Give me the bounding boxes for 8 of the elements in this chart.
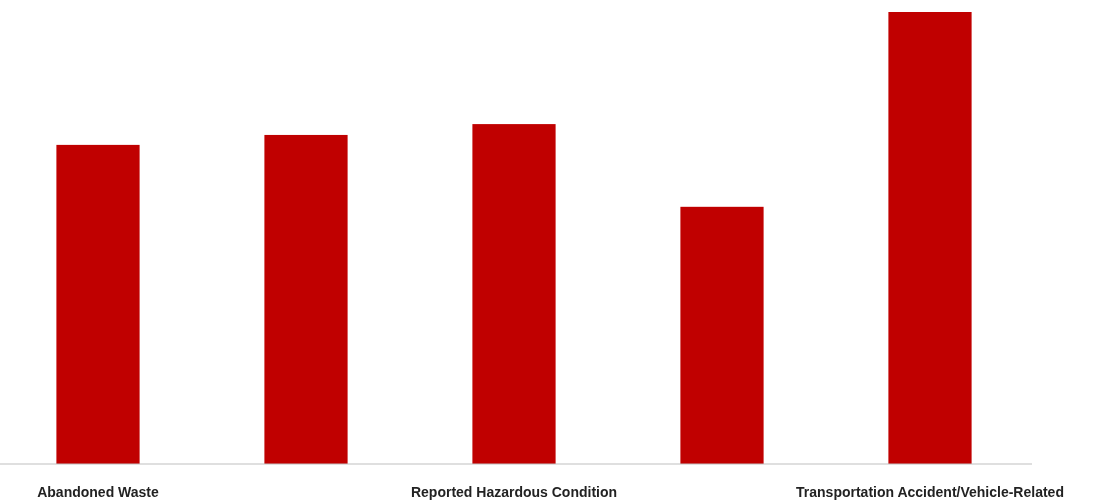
bar bbox=[56, 144, 140, 464]
x-tick-label: Abandoned Waste bbox=[37, 484, 160, 500]
x-tick-label: Reported Hazardous Condition bbox=[410, 484, 618, 500]
bar bbox=[264, 134, 348, 464]
x-tick-label: Transportation Accident/Vehicle-Related bbox=[796, 484, 1064, 500]
bar bbox=[888, 12, 972, 464]
bar bbox=[472, 124, 556, 464]
bar bbox=[680, 206, 764, 464]
